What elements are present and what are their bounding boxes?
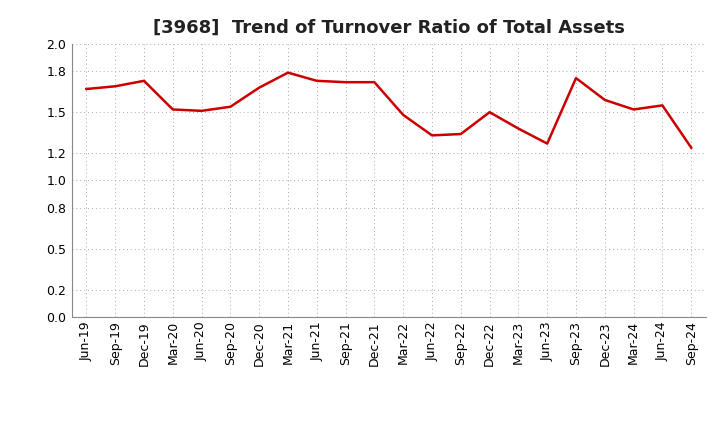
Title: [3968]  Trend of Turnover Ratio of Total Assets: [3968] Trend of Turnover Ratio of Total … — [153, 19, 625, 37]
